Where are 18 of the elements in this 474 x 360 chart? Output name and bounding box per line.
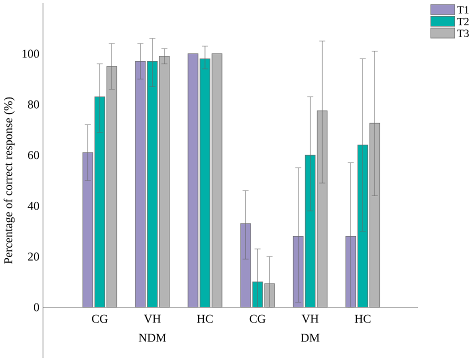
y-tick-label: 20: [28, 252, 40, 261]
y-tick-label: 80: [28, 100, 40, 108]
legend-label: T3: [457, 30, 469, 38]
y-tick-label: 100: [22, 50, 40, 58]
annotation: NDM: [138, 334, 166, 342]
x-tick-label: CG: [92, 314, 108, 323]
y-tick-label: 60: [28, 151, 40, 160]
x-tick-label: HC: [354, 314, 370, 323]
x-tick-label: VH: [302, 314, 318, 323]
y-tick-label: 40: [28, 202, 40, 210]
annotation: DM: [300, 334, 320, 342]
x-tick-label: CG: [250, 314, 266, 323]
y-tick-label: 0: [34, 303, 40, 312]
legend-label: T1: [457, 6, 469, 14]
y-axis-title: Percentage of correct response (%): [4, 97, 15, 264]
x-tick-label: HC: [197, 314, 213, 323]
legend-label: T2: [457, 18, 469, 26]
x-tick-label: VH: [144, 314, 161, 323]
